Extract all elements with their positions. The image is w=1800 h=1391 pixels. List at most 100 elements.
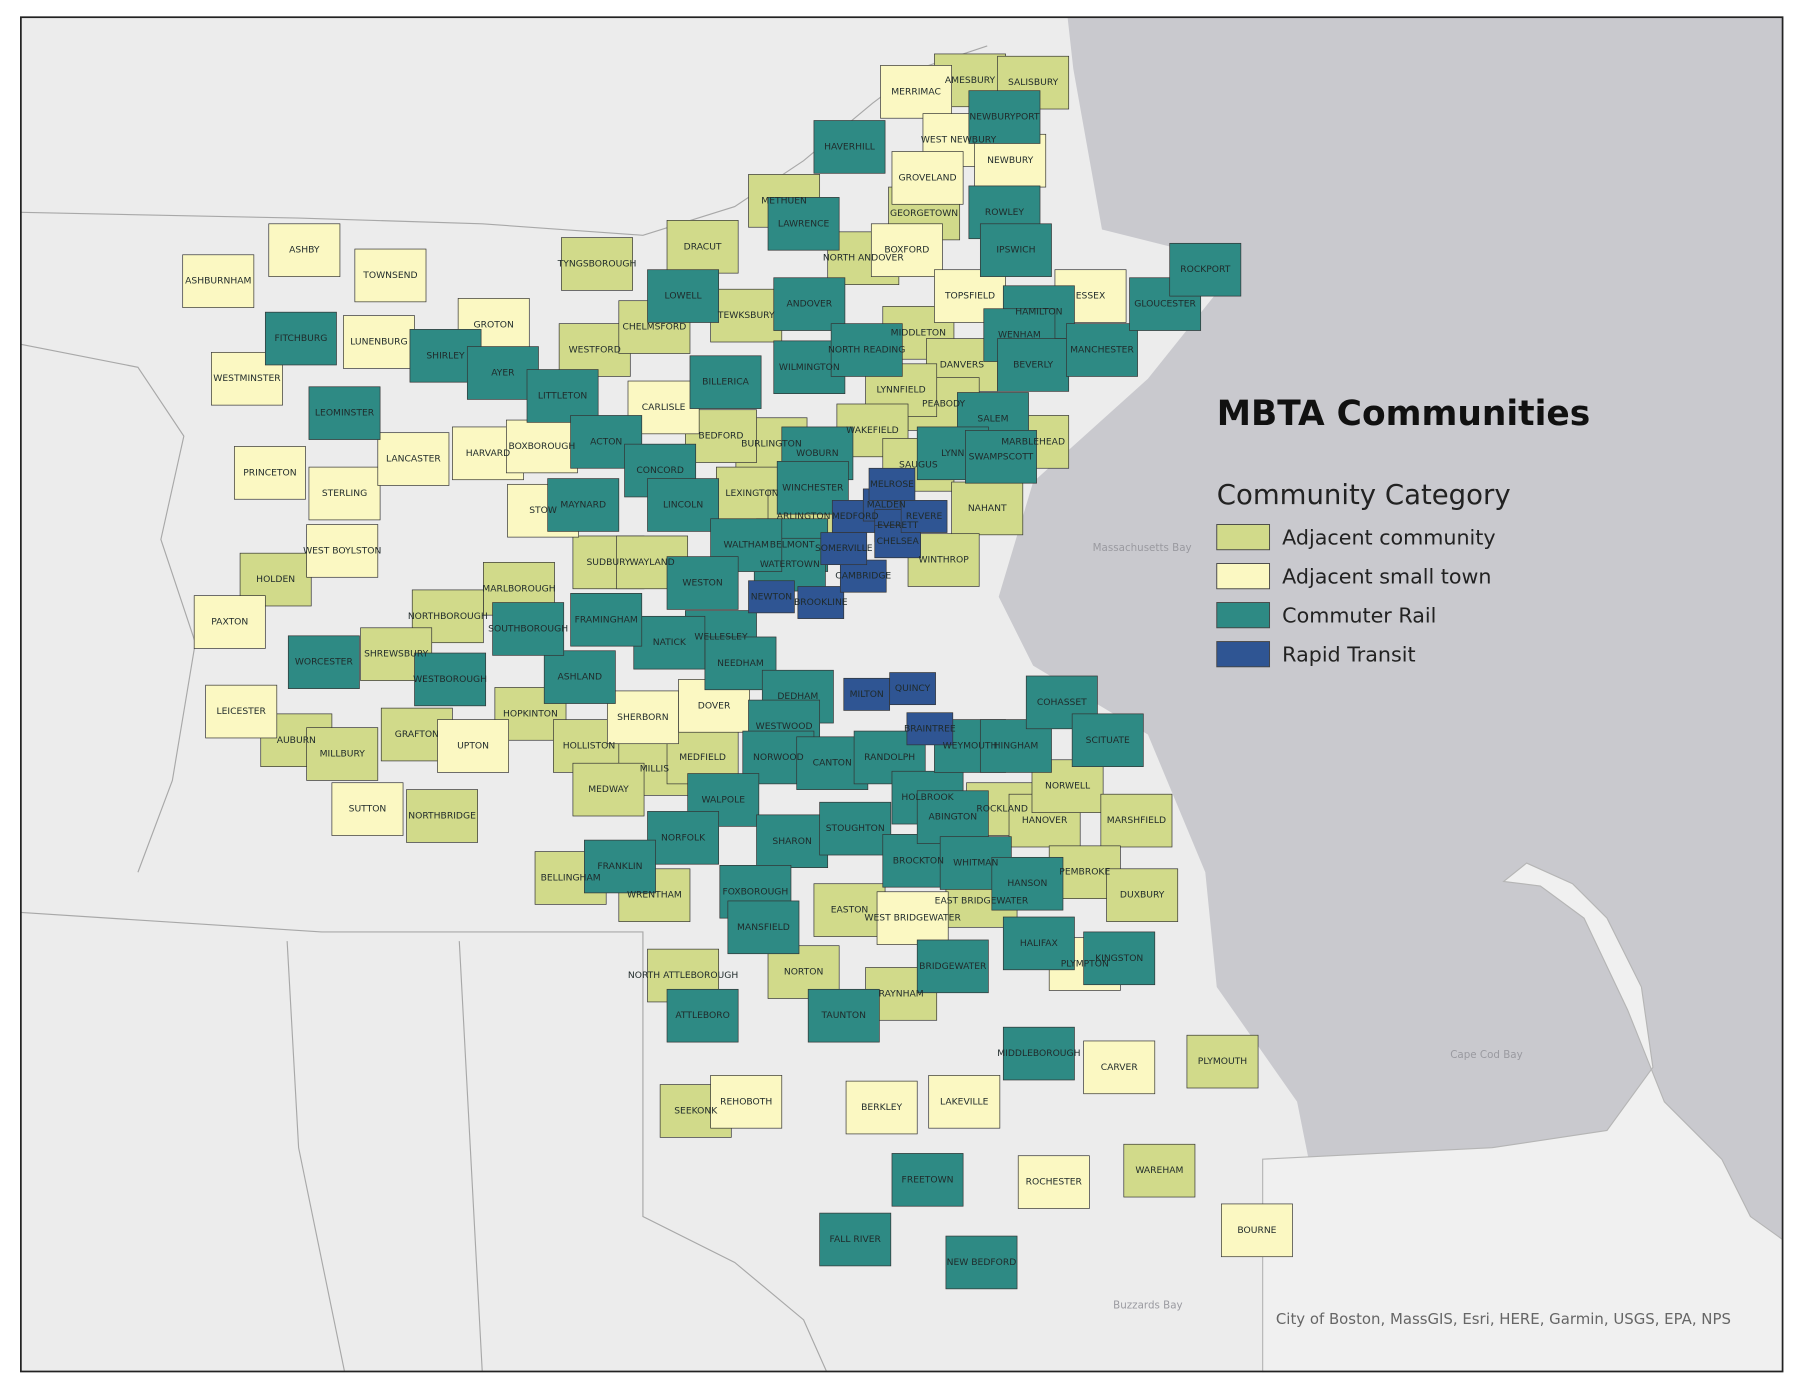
town-label: Peabody — [922, 398, 966, 409]
legend: Adjacent community Adjacent small town Com… — [1216, 524, 1496, 668]
town-label: Winthrop — [918, 555, 969, 566]
town-label: Wakefield — [846, 425, 899, 436]
town-area — [1071, 713, 1144, 768]
town-label: Ayer — [491, 367, 515, 378]
town-area — [647, 478, 720, 532]
town-label: Worcester — [295, 657, 354, 668]
legend-swatch — [1216, 641, 1271, 668]
town-label: Ashby — [289, 245, 320, 256]
town-area — [1186, 1034, 1259, 1089]
town-label: Boxford — [884, 245, 929, 256]
town-label: Westwood — [756, 721, 813, 732]
town-label: Northborough — [408, 611, 488, 622]
ct-ri-border — [20, 911, 828, 1372]
town-area — [633, 615, 706, 670]
town-label: Foxborough — [722, 886, 788, 897]
legend-title: Community Category — [1217, 479, 1511, 511]
town-label: Norwell — [1045, 781, 1091, 792]
town-label: Brookline — [794, 597, 848, 608]
town-area — [466, 346, 539, 400]
town-label: Swampscott — [969, 451, 1034, 462]
town-area — [306, 727, 379, 781]
town-label: Waltham — [724, 540, 769, 551]
town-area — [991, 856, 1064, 911]
town-label: Rockland — [976, 804, 1028, 815]
town-area — [845, 1080, 918, 1135]
town-area — [839, 559, 887, 593]
legend-swatch — [1216, 602, 1271, 629]
town-label: Weymouth — [943, 740, 998, 751]
town-label: Saugus — [899, 459, 938, 470]
town-labels: Amesbury Salisbury Methuen Dracut Tyngsborou… — [185, 75, 1277, 1268]
town-label: Wayland — [629, 557, 674, 568]
town-label: Halifax — [1020, 938, 1058, 949]
town-area — [891, 1153, 964, 1207]
water-label: Buzzards Bay — [1113, 1299, 1183, 1311]
town-label: Westminster — [213, 373, 281, 384]
town-label: Groveland — [898, 172, 956, 183]
town-label: Paxton — [211, 617, 248, 628]
town-label: Princeton — [243, 467, 296, 478]
town-label: Arlington — [777, 511, 831, 522]
town-label: Salisbury — [1008, 77, 1059, 88]
town-label: Hingham — [994, 740, 1039, 751]
town-label: Attleboro — [675, 1010, 729, 1021]
town-label: North Reading — [828, 345, 905, 356]
town-area — [965, 430, 1037, 484]
towns — [182, 53, 1293, 1290]
map-title: MBTA Communities — [1217, 394, 1590, 434]
town-label: Newburyport — [969, 112, 1040, 123]
town-label: Essex — [1076, 291, 1106, 302]
town-area — [748, 580, 795, 614]
town-label: Fitchburg — [274, 333, 327, 344]
town-label: Northbridge — [408, 811, 476, 822]
town-label: Millis — [640, 763, 670, 774]
town-label: Marlborough — [482, 583, 555, 594]
town-label: Belmont — [770, 540, 815, 551]
town-area — [492, 602, 565, 656]
town-area — [1017, 1155, 1090, 1209]
town-area — [354, 248, 427, 303]
town-label: Revere — [906, 511, 943, 522]
town-area — [1002, 916, 1075, 971]
town-label: Boxborough — [509, 441, 576, 452]
legend-swatch — [1216, 524, 1271, 551]
town-area — [1123, 1143, 1196, 1198]
town-label: Natick — [653, 637, 687, 648]
town-area — [606, 690, 679, 745]
town-label: Westford — [569, 345, 621, 356]
town-label: Southborough — [488, 623, 568, 634]
town-label: Medfield — [679, 752, 726, 763]
town-label: Rehoboth — [720, 1096, 772, 1107]
town-label: Medford — [832, 511, 879, 522]
town-label: Malden — [867, 499, 906, 510]
town-area — [193, 595, 266, 649]
town-area — [647, 269, 720, 323]
town-label: Shirley — [426, 350, 465, 361]
town-label: Acton — [590, 436, 622, 447]
town-label: Beverly — [1013, 359, 1053, 370]
town-label: Weston — [682, 578, 722, 589]
town-label: Franklin — [597, 861, 642, 872]
town-label: Upton — [457, 740, 489, 751]
town-area — [767, 197, 840, 251]
town-label: Manchester — [1070, 345, 1134, 356]
town-area — [647, 811, 720, 865]
town-label: Hanover — [1022, 815, 1068, 826]
town-label: Sudbury — [586, 557, 630, 568]
town-label: Andover — [786, 299, 832, 310]
town-label: Salem — [977, 413, 1008, 424]
town-area — [797, 586, 845, 619]
town-label: Randolph — [864, 752, 915, 763]
legend-swatch — [1216, 563, 1271, 590]
town-area — [916, 790, 989, 844]
town-label: Norwood — [753, 752, 804, 763]
town-label: Woburn — [796, 448, 839, 459]
town-label: Bedford — [698, 431, 743, 442]
town-label: Millbury — [320, 749, 366, 760]
water-label: Massachusetts Bay — [1093, 542, 1192, 554]
town-area — [870, 223, 943, 277]
town-area — [572, 762, 645, 817]
town-area — [819, 801, 892, 856]
